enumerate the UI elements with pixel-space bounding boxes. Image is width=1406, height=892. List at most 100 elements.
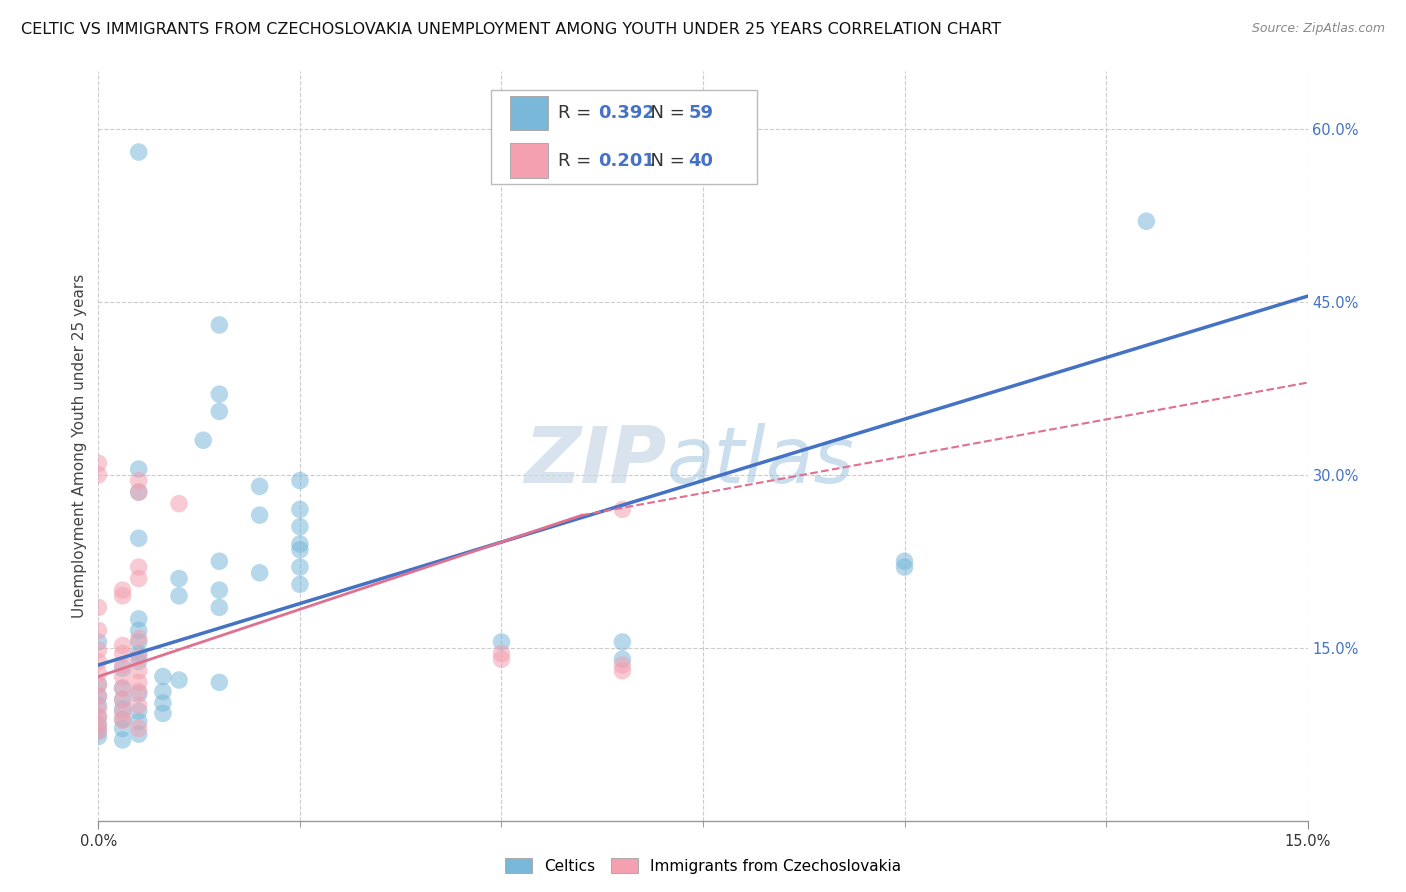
Point	[128, 474, 150, 488]
Point	[87, 467, 110, 482]
Point	[87, 702, 110, 716]
Point	[208, 583, 231, 598]
Point	[491, 652, 513, 666]
FancyBboxPatch shape	[509, 144, 548, 178]
Point	[111, 692, 134, 706]
Point	[491, 635, 513, 649]
Point	[249, 566, 271, 580]
Point	[128, 531, 150, 545]
Point	[128, 635, 150, 649]
Text: N =: N =	[638, 152, 690, 169]
Point	[111, 583, 134, 598]
Point	[128, 632, 150, 646]
Point	[128, 675, 150, 690]
Point	[87, 689, 110, 703]
Point	[612, 658, 634, 673]
Point	[167, 497, 190, 511]
Point	[87, 655, 110, 669]
Point	[87, 643, 110, 657]
Point	[208, 318, 231, 332]
Point	[128, 684, 150, 698]
Point	[208, 675, 231, 690]
Point	[612, 502, 634, 516]
Text: 40: 40	[689, 152, 713, 169]
Point	[111, 658, 134, 673]
Point	[87, 666, 110, 681]
Point	[87, 600, 110, 615]
Point	[111, 733, 134, 747]
Point	[111, 702, 134, 716]
Text: ZIP: ZIP	[524, 423, 666, 499]
Point	[111, 706, 134, 720]
Point	[111, 681, 134, 695]
Point	[87, 689, 110, 703]
Point	[128, 560, 150, 574]
Point	[128, 655, 150, 669]
Point	[111, 661, 134, 675]
Point	[87, 456, 110, 470]
Point	[893, 560, 915, 574]
Point	[87, 710, 110, 724]
Text: 0.392: 0.392	[598, 104, 655, 122]
Point	[288, 577, 311, 591]
Text: 0.201: 0.201	[598, 152, 655, 169]
Point	[152, 696, 174, 710]
Point	[249, 479, 271, 493]
Point	[87, 724, 110, 739]
Point	[87, 635, 110, 649]
Point	[128, 664, 150, 678]
Point	[167, 673, 190, 687]
Point	[111, 714, 134, 728]
Point	[249, 508, 271, 523]
Point	[288, 542, 311, 557]
FancyBboxPatch shape	[492, 90, 758, 184]
Point	[288, 537, 311, 551]
Point	[128, 145, 150, 159]
Point	[288, 519, 311, 533]
Point	[128, 647, 150, 661]
Point	[128, 722, 150, 736]
Point	[87, 678, 110, 692]
Point	[111, 692, 134, 706]
Point	[87, 718, 110, 732]
Point	[128, 704, 150, 718]
Point	[87, 678, 110, 692]
Point	[208, 404, 231, 418]
Point	[208, 387, 231, 401]
Point	[208, 600, 231, 615]
Point	[128, 714, 150, 729]
Point	[111, 589, 134, 603]
Point	[87, 710, 110, 724]
Point	[128, 624, 150, 638]
Point	[152, 684, 174, 698]
Point	[87, 718, 110, 732]
Point	[111, 639, 134, 653]
Point	[128, 572, 150, 586]
Point	[87, 723, 110, 738]
Point	[128, 698, 150, 713]
Point	[128, 612, 150, 626]
Point	[111, 722, 134, 736]
Point	[87, 698, 110, 713]
Point	[128, 485, 150, 500]
Point	[111, 669, 134, 683]
Point	[128, 649, 150, 664]
FancyBboxPatch shape	[509, 96, 548, 130]
Point	[167, 589, 190, 603]
Point	[491, 647, 513, 661]
Point	[128, 485, 150, 500]
Text: N =: N =	[638, 104, 690, 122]
Text: R =: R =	[558, 104, 598, 122]
Text: R =: R =	[558, 152, 598, 169]
Legend: Celtics, Immigrants from Czechoslovakia: Celtics, Immigrants from Czechoslovakia	[498, 852, 908, 880]
Point	[193, 434, 215, 448]
Point	[893, 554, 915, 568]
Point	[128, 462, 150, 476]
Point	[152, 706, 174, 721]
Text: CELTIC VS IMMIGRANTS FROM CZECHOSLOVAKIA UNEMPLOYMENT AMONG YOUTH UNDER 25 YEARS: CELTIC VS IMMIGRANTS FROM CZECHOSLOVAKIA…	[21, 22, 1001, 37]
Point	[111, 647, 134, 661]
Point	[208, 554, 231, 568]
Text: atlas: atlas	[666, 423, 855, 499]
Point	[612, 635, 634, 649]
Point	[128, 687, 150, 701]
